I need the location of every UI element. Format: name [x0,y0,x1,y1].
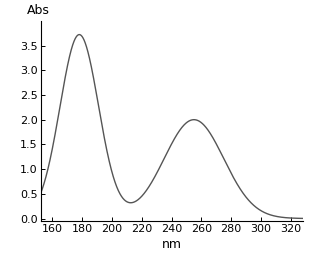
X-axis label: nm: nm [162,238,182,251]
Y-axis label: Abs: Abs [27,4,49,17]
